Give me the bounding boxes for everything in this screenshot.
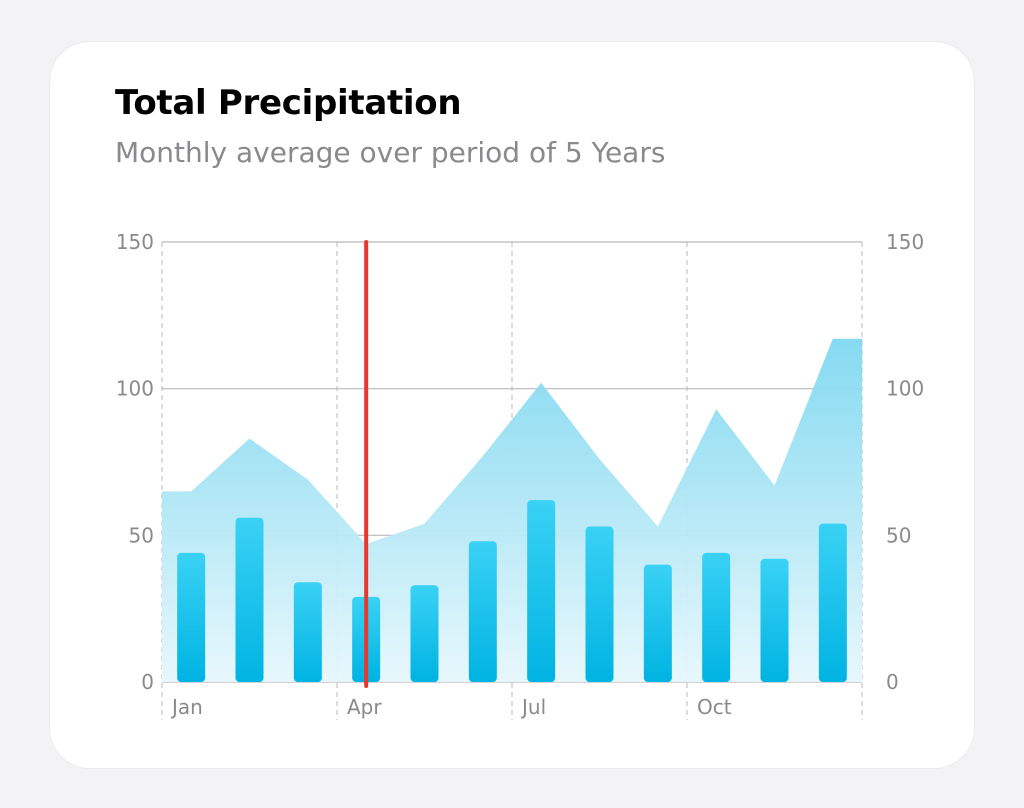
- chart-subtitle: Monthly average over period of 5 Years: [115, 136, 666, 169]
- bar: [527, 500, 556, 682]
- y-tick-label-right: 150: [886, 230, 924, 254]
- bar: [410, 585, 439, 682]
- bar: [643, 564, 672, 682]
- bar: [818, 523, 847, 682]
- y-tick-label-left: 150: [116, 230, 154, 254]
- bar: [702, 552, 731, 682]
- x-tick-label: Apr: [347, 695, 382, 719]
- y-tick-label-left: 50: [129, 523, 154, 547]
- bar: [468, 541, 497, 682]
- x-tick-label: Jan: [170, 695, 203, 719]
- area-series: [162, 338, 862, 682]
- chart-title: Total Precipitation: [115, 83, 462, 123]
- y-tick-label-right: 100: [886, 377, 924, 401]
- y-tick-label-right: 50: [886, 523, 911, 547]
- bar: [235, 517, 264, 682]
- bar: [585, 526, 614, 682]
- x-tick-label: Oct: [697, 695, 732, 719]
- bar: [293, 582, 322, 682]
- y-tick-label-right: 0: [886, 670, 899, 694]
- bar: [760, 558, 789, 682]
- y-tick-label-left: 100: [116, 377, 154, 401]
- x-tick-label: Jul: [520, 695, 546, 719]
- bar: [177, 552, 206, 682]
- y-tick-label-left: 0: [141, 670, 154, 694]
